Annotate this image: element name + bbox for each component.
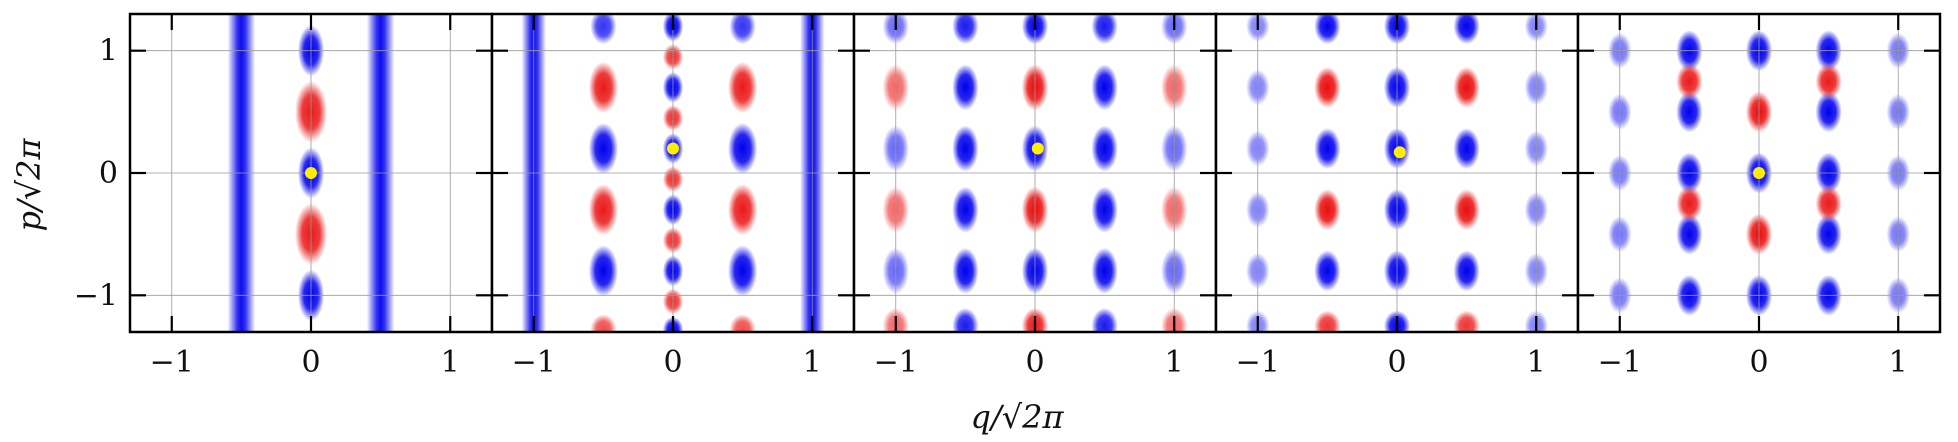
marker-point [1393,146,1406,159]
heatmap-negative-peak [588,245,619,297]
x-tick-label: −1 [1236,345,1280,380]
heatmap-negative-peak [727,245,758,297]
x-tick-label: 1 [1889,345,1908,380]
y-tick-label: 1 [99,34,118,69]
heatmap-positive-peak [588,184,619,236]
heatmap-negative-peak [1314,250,1341,292]
heatmap-negative-peak [1091,64,1118,111]
heatmap-negative-peak [1676,91,1703,133]
panel-2: −1 0 1 [490,12,856,380]
heatmap-negative-peak [952,247,979,294]
x-tick-label: 1 [803,345,822,380]
heatmap-negative-peak [1091,307,1118,332]
panel-1: −1 0 1 1 0 −1 [74,12,494,380]
heatmap-negative-peak [1676,213,1703,255]
heatmap-negative-peak [952,14,979,45]
heatmap-positive-peak [1815,185,1842,222]
panel-3: −1 0 1 [852,12,1218,380]
heatmap-positive-peak [729,314,756,332]
heatmap-negative-peak [1815,213,1842,255]
x-tick-label: 0 [1387,345,1406,380]
x-tick-label: −1 [150,345,194,380]
heatmap-positive-peak [1453,66,1480,108]
heatmap-positive-peak [727,61,758,114]
heatmap-negative-peak [1453,14,1480,45]
x-tick-label: 1 [1527,345,1546,380]
heatmap-negative-peak [1314,14,1341,45]
heatmap-negative-peak [590,14,617,45]
heatmap-negative-peak [1091,14,1118,45]
marker-point [1031,142,1044,155]
marker-point [305,167,317,179]
heatmap-negative-peak [1091,186,1118,233]
heatmap-negative-peak [588,122,619,175]
y-axis-label: p/√2π [10,138,48,232]
heatmap-negative-peak [727,122,758,175]
heatmap-negative-peak [952,64,979,111]
y-tick-label: 0 [99,156,118,191]
marker-point [667,142,679,155]
heatmap-negative-peak [952,307,979,332]
x-tick-label: 0 [301,345,320,380]
heatmap-positive-peak [1453,189,1480,231]
x-tick-label: 1 [441,345,460,380]
heatmap-positive-peak [727,184,758,236]
heatmap-negative-peak [1453,127,1480,170]
heatmap-negative-peak [729,14,756,45]
x-axis-label: q/√2π [970,398,1064,436]
x-tick-label: 0 [663,345,682,380]
marker-point [1753,167,1765,179]
y-tick-label: −1 [74,278,118,313]
heatmap-positive-peak [588,61,619,114]
panel-5: −1 0 1 [1576,12,1942,380]
heatmap-positive-peak [1314,189,1341,231]
heatmap-negative-peak [1453,250,1480,292]
heatmap-positive-peak [1314,66,1341,108]
x-tick-label: 0 [1025,345,1044,380]
panel-4: −1 0 1 [1214,12,1580,380]
x-tick-label: −1 [512,345,556,380]
heatmap-negative-peak [1091,247,1118,294]
heatmap-negative-peak [952,186,979,233]
x-tick-label: 0 [1749,345,1768,380]
panels-group: −1 0 1 1 0 −1 −1 0 1 −1 0 1 −1 0 1 −1 0 1 [74,12,1942,380]
heatmap-negative-peak [952,125,979,172]
x-tick-label: −1 [1598,345,1642,380]
heatmap-negative-peak [1314,127,1341,170]
heatmap-positive-peak [1815,63,1842,100]
heatmap-positive-peak [1314,310,1341,332]
heatmap-positive-peak [1453,310,1480,332]
heatmap-negative-peak [1815,91,1842,133]
heatmap-positive-peak [1676,63,1703,100]
x-tick-label: 1 [1165,345,1184,380]
heatmap-negative-peak [1091,125,1118,172]
x-tick-label: −1 [874,345,918,380]
heatmap-positive-peak [590,314,617,332]
heatmap-positive-peak [1676,185,1703,222]
